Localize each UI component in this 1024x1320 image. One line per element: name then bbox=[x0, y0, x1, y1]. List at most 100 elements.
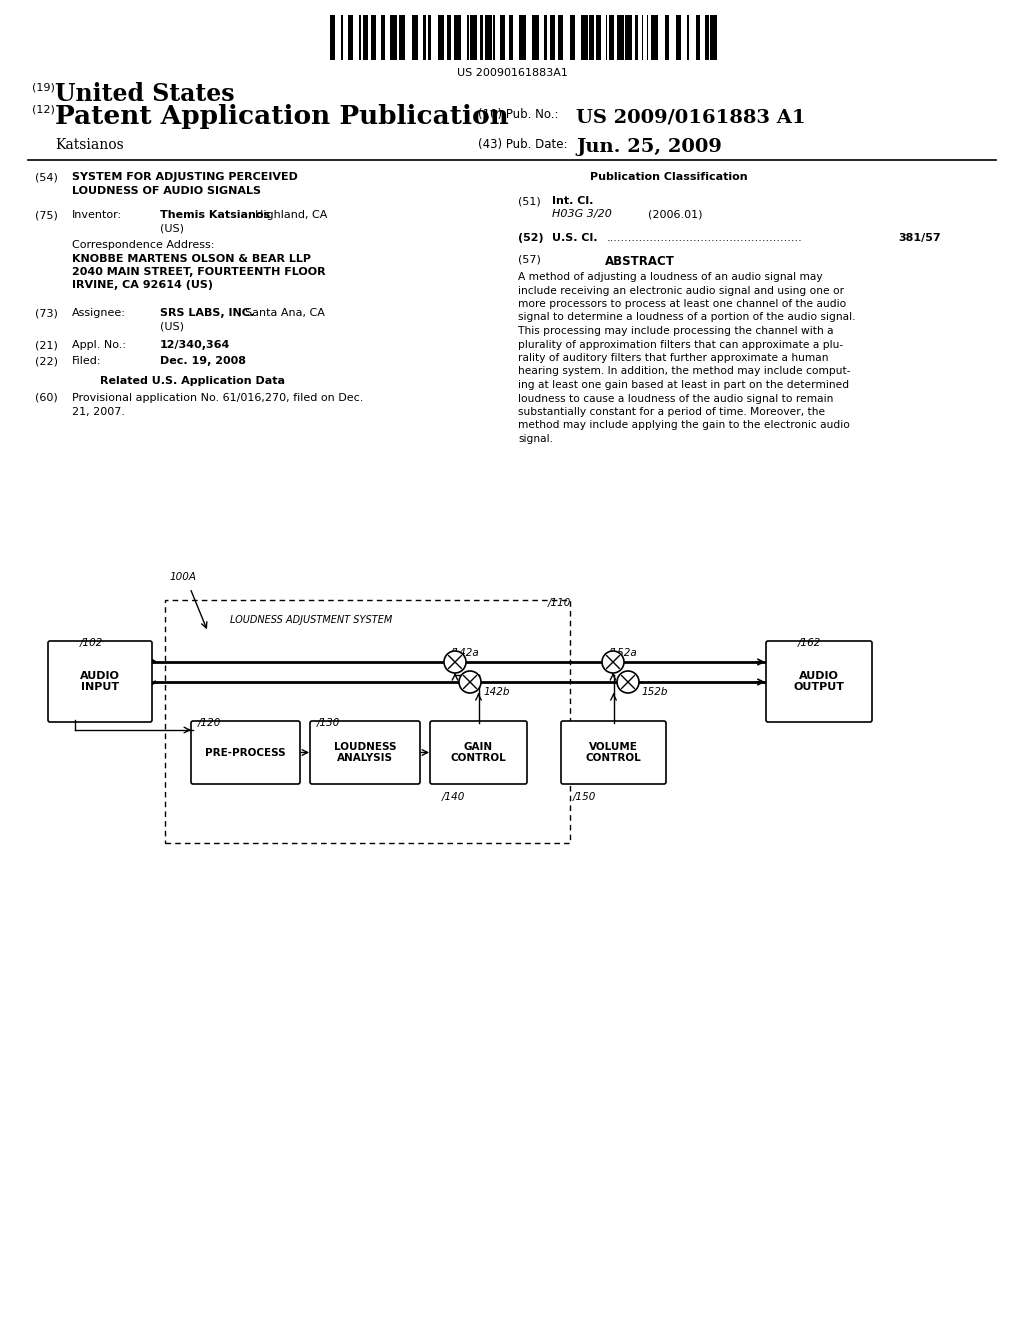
Text: include receiving an electronic audio signal and using one or: include receiving an electronic audio si… bbox=[518, 285, 844, 296]
Text: (57): (57) bbox=[518, 255, 541, 265]
Text: A method of adjusting a loudness of an audio signal may: A method of adjusting a loudness of an a… bbox=[518, 272, 822, 282]
Circle shape bbox=[459, 671, 481, 693]
Bar bbox=[582, 15, 588, 59]
Text: Int. Cl.: Int. Cl. bbox=[552, 195, 593, 206]
Bar bbox=[606, 15, 607, 59]
Text: PRE-PROCESS: PRE-PROCESS bbox=[205, 747, 286, 758]
Text: U.S. Cl.: U.S. Cl. bbox=[552, 234, 597, 243]
Text: , Santa Ana, CA: , Santa Ana, CA bbox=[238, 308, 325, 318]
Text: /102: /102 bbox=[80, 638, 103, 648]
Bar bbox=[695, 15, 700, 59]
Text: SRS LABS, INC.: SRS LABS, INC. bbox=[160, 308, 254, 318]
Text: (52): (52) bbox=[518, 234, 544, 243]
Text: LOUDNESS ADJUSTMENT SYSTEM: LOUDNESS ADJUSTMENT SYSTEM bbox=[230, 615, 392, 624]
Text: Dec. 19, 2008: Dec. 19, 2008 bbox=[160, 356, 246, 366]
Bar bbox=[341, 15, 343, 59]
Bar bbox=[626, 15, 632, 59]
Text: (22): (22) bbox=[35, 356, 58, 366]
Bar bbox=[570, 15, 574, 59]
Bar bbox=[646, 15, 648, 59]
Bar bbox=[510, 15, 513, 59]
Text: Correspondence Address:: Correspondence Address: bbox=[72, 240, 214, 249]
Bar bbox=[494, 15, 495, 59]
Bar bbox=[454, 15, 461, 59]
Text: Appl. No.:: Appl. No.: bbox=[72, 341, 126, 350]
Text: /130: /130 bbox=[317, 718, 340, 729]
Bar bbox=[617, 15, 624, 59]
Text: /162: /162 bbox=[798, 638, 821, 648]
Bar bbox=[706, 15, 709, 59]
Text: SYSTEM FOR ADJUSTING PERCEIVED: SYSTEM FOR ADJUSTING PERCEIVED bbox=[72, 172, 298, 182]
Text: ABSTRACT: ABSTRACT bbox=[605, 255, 675, 268]
Text: (21): (21) bbox=[35, 341, 58, 350]
Text: 142b: 142b bbox=[483, 686, 510, 697]
Bar bbox=[519, 15, 525, 59]
Bar bbox=[428, 15, 431, 59]
FancyBboxPatch shape bbox=[430, 721, 527, 784]
Text: (60): (60) bbox=[35, 393, 57, 403]
Bar bbox=[609, 15, 614, 59]
Text: Patent Application Publication: Patent Application Publication bbox=[55, 104, 509, 129]
FancyBboxPatch shape bbox=[48, 642, 152, 722]
Text: /152a: /152a bbox=[608, 648, 638, 657]
Circle shape bbox=[617, 671, 639, 693]
Text: 12/340,364: 12/340,364 bbox=[160, 341, 230, 350]
Bar bbox=[348, 15, 353, 59]
Circle shape bbox=[602, 651, 624, 673]
Text: US 2009/0161883 A1: US 2009/0161883 A1 bbox=[575, 108, 806, 125]
Bar bbox=[485, 15, 492, 59]
Text: signal.: signal. bbox=[518, 434, 553, 444]
Text: IRVINE, CA 92614 (US): IRVINE, CA 92614 (US) bbox=[72, 281, 213, 290]
Text: (54): (54) bbox=[35, 172, 58, 182]
Text: hearing system. In addition, the method may include comput-: hearing system. In addition, the method … bbox=[518, 367, 851, 376]
Bar bbox=[676, 15, 681, 59]
Text: (43) Pub. Date:: (43) Pub. Date: bbox=[478, 139, 567, 150]
Text: Assignee:: Assignee: bbox=[72, 308, 126, 318]
Text: (12): (12) bbox=[32, 104, 55, 114]
Text: H03G 3/20: H03G 3/20 bbox=[552, 210, 612, 219]
Bar bbox=[711, 15, 717, 59]
Text: LOUDNESS
ANALYSIS: LOUDNESS ANALYSIS bbox=[334, 742, 396, 763]
Text: ......................................................: ........................................… bbox=[607, 234, 803, 243]
Text: rality of auditory filters that further approximate a human: rality of auditory filters that further … bbox=[518, 352, 828, 363]
Bar bbox=[665, 15, 670, 59]
Bar bbox=[398, 15, 406, 59]
Bar bbox=[390, 15, 397, 59]
Bar bbox=[381, 15, 385, 59]
Text: GAIN
CONTROL: GAIN CONTROL bbox=[451, 742, 507, 763]
FancyBboxPatch shape bbox=[310, 721, 420, 784]
Text: Provisional application No. 61/016,270, filed on Dec.: Provisional application No. 61/016,270, … bbox=[72, 393, 364, 403]
Text: loudness to cause a loudness of the audio signal to remain: loudness to cause a loudness of the audi… bbox=[518, 393, 834, 404]
Text: , Highland, CA: , Highland, CA bbox=[248, 210, 328, 220]
Text: 100A: 100A bbox=[170, 572, 197, 582]
Text: US 20090161883A1: US 20090161883A1 bbox=[457, 69, 567, 78]
Bar bbox=[590, 15, 594, 59]
Text: Publication Classification: Publication Classification bbox=[590, 172, 748, 182]
Bar bbox=[470, 15, 477, 59]
Text: Inventor:: Inventor: bbox=[72, 210, 122, 220]
Text: more processors to process at least one channel of the audio: more processors to process at least one … bbox=[518, 300, 846, 309]
FancyBboxPatch shape bbox=[766, 642, 872, 722]
Bar bbox=[412, 15, 418, 59]
Bar bbox=[467, 15, 469, 59]
Bar bbox=[359, 15, 361, 59]
Text: AUDIO
OUTPUT: AUDIO OUTPUT bbox=[794, 671, 845, 692]
Text: (US): (US) bbox=[160, 322, 184, 331]
Bar bbox=[423, 15, 426, 59]
Text: This processing may include processing the channel with a: This processing may include processing t… bbox=[518, 326, 834, 337]
Bar bbox=[651, 15, 658, 59]
Text: 152b: 152b bbox=[641, 686, 668, 697]
Text: 21, 2007.: 21, 2007. bbox=[72, 407, 125, 417]
Bar bbox=[635, 15, 638, 59]
Text: method may include applying the gain to the electronic audio: method may include applying the gain to … bbox=[518, 421, 850, 430]
Text: (2006.01): (2006.01) bbox=[648, 210, 702, 219]
Text: LOUDNESS OF AUDIO SIGNALS: LOUDNESS OF AUDIO SIGNALS bbox=[72, 186, 261, 195]
Bar bbox=[480, 15, 483, 59]
Bar bbox=[550, 15, 555, 59]
FancyBboxPatch shape bbox=[191, 721, 300, 784]
Bar bbox=[500, 15, 505, 59]
Text: plurality of approximation filters that can approximate a plu-: plurality of approximation filters that … bbox=[518, 339, 843, 350]
Circle shape bbox=[444, 651, 466, 673]
Bar bbox=[596, 15, 601, 59]
Text: /142a: /142a bbox=[450, 648, 480, 657]
